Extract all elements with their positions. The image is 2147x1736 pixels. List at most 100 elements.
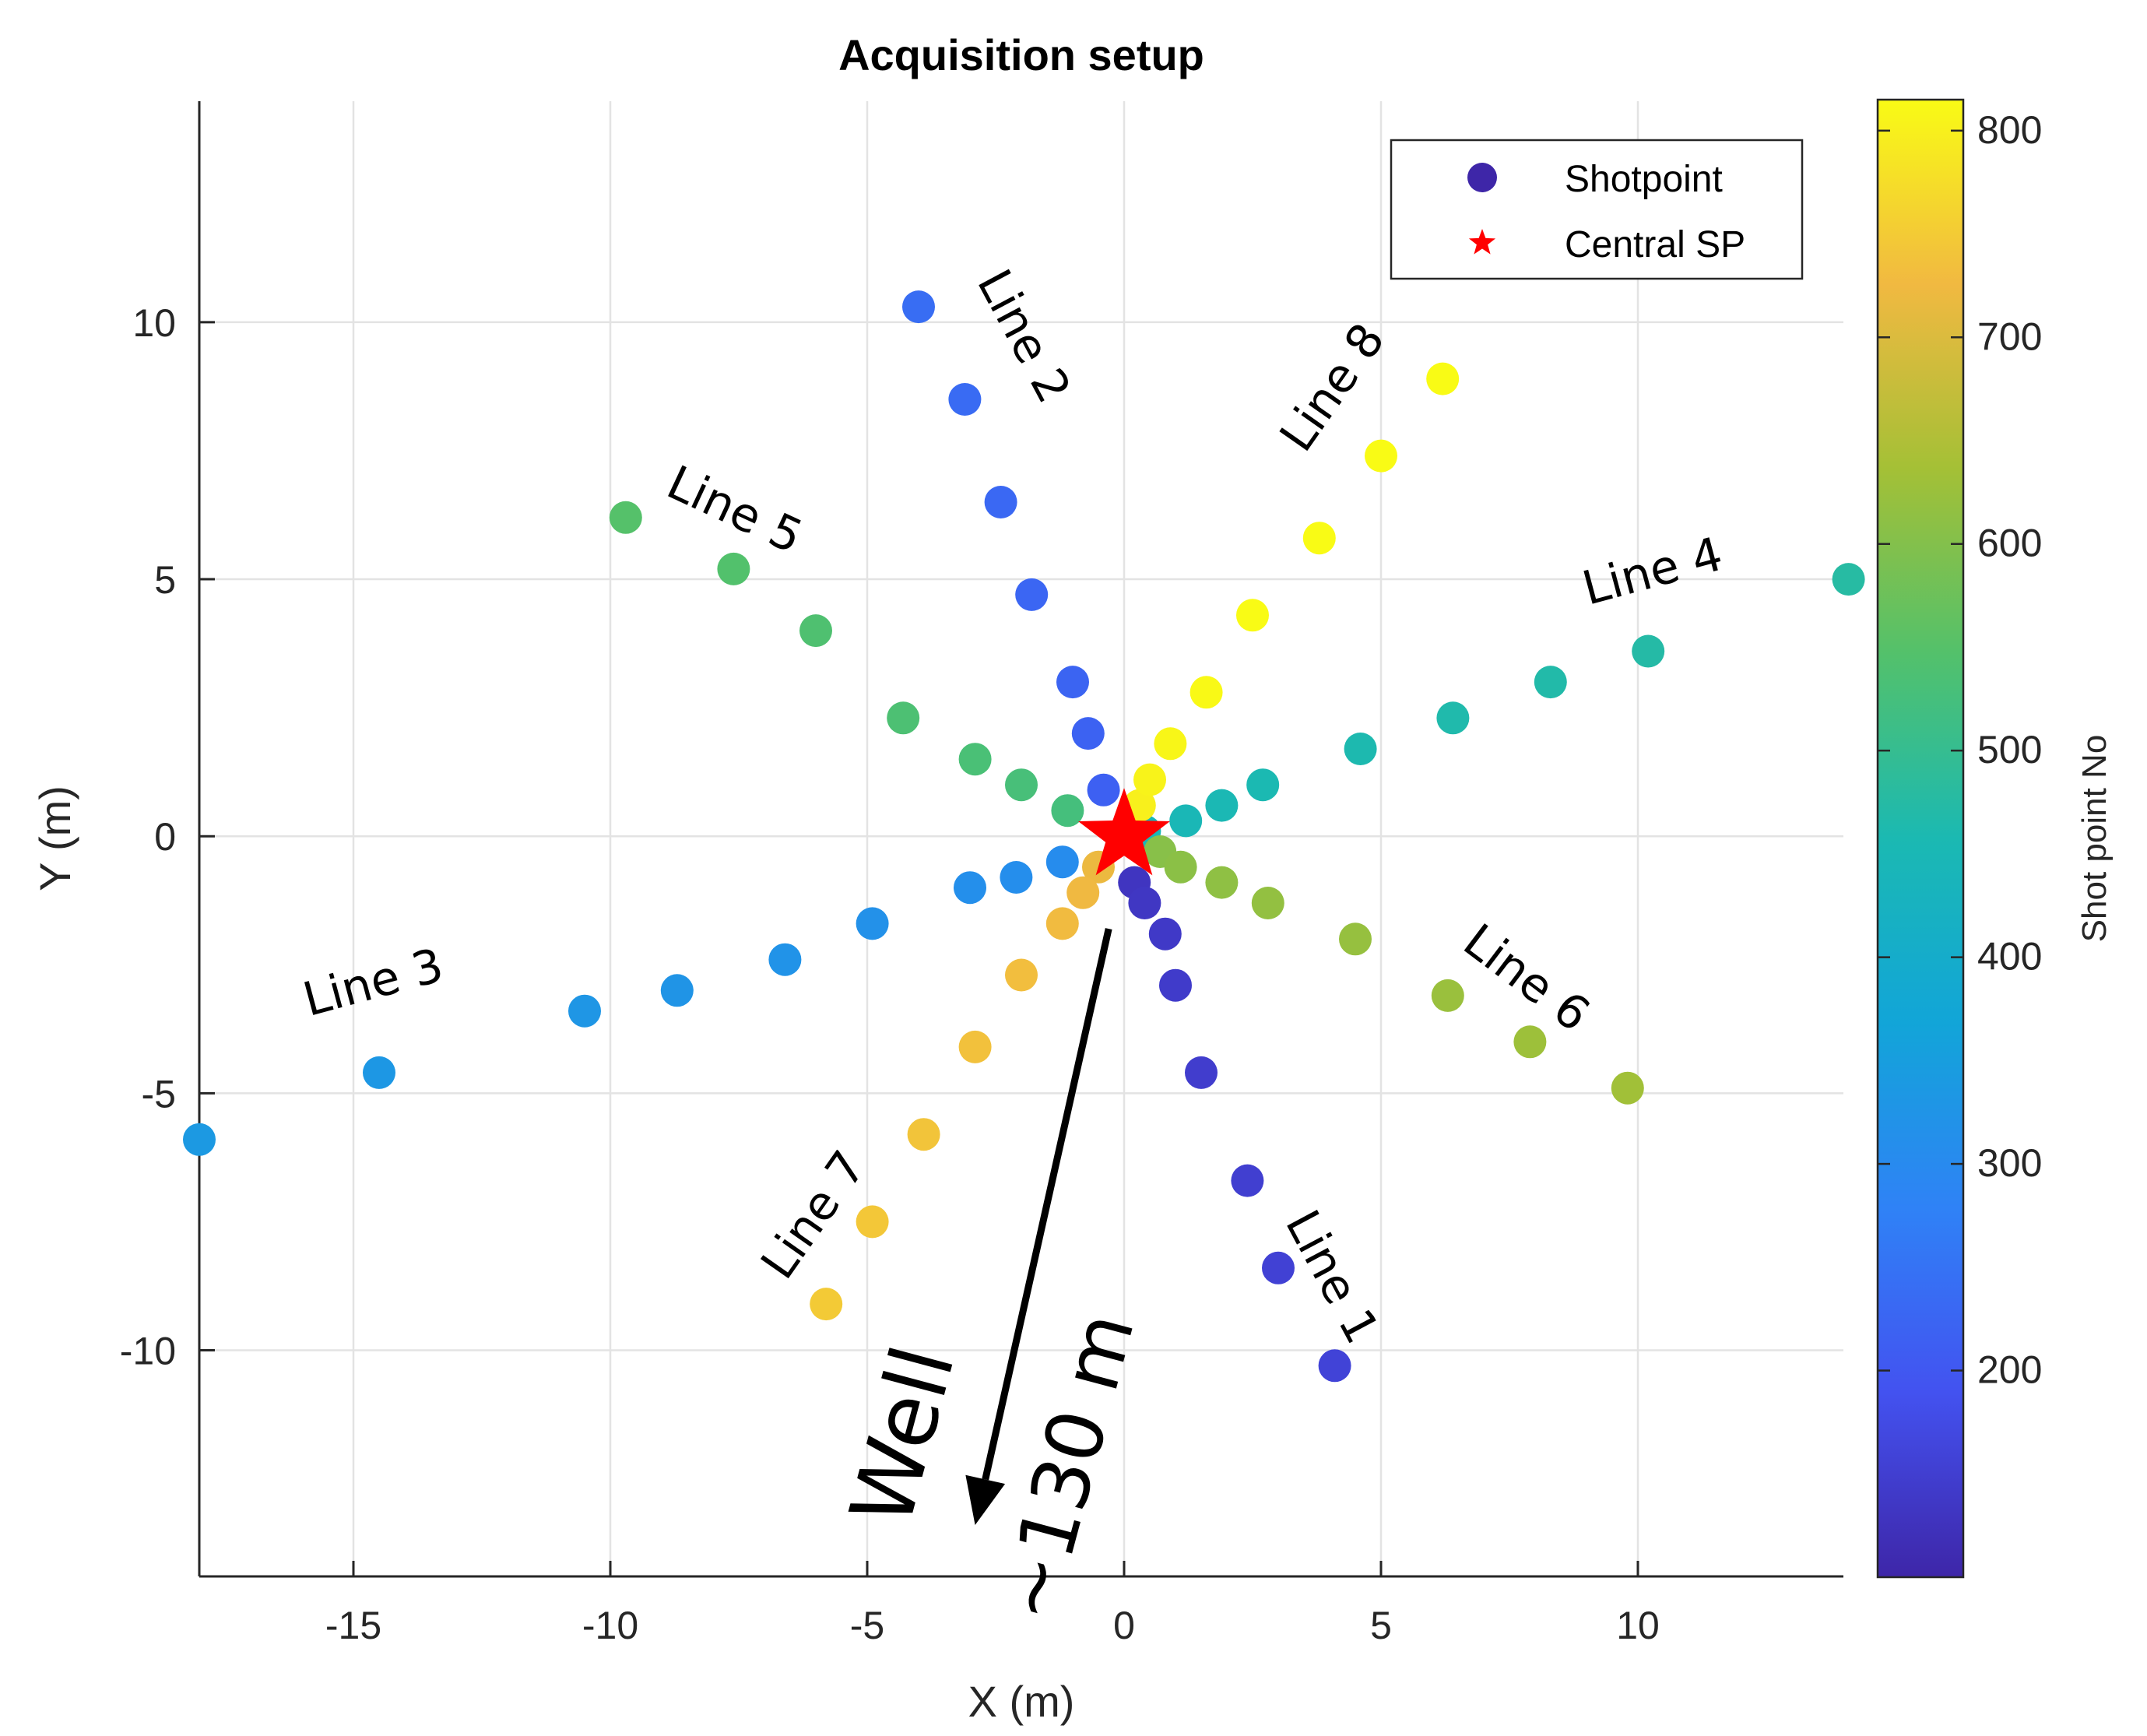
x-axis-ticks: -15 -10 -5 0 5 10 [325, 1561, 1660, 1647]
line-1-shotpoint [1159, 968, 1192, 1002]
line-4-shotpoint [1169, 804, 1203, 838]
colorbar-ticks: 200 300 400 500 600 700 800 [1878, 108, 2042, 1392]
colorbar-gradient [1876, 98, 1965, 1579]
well-arrow-shaft [982, 928, 1112, 1481]
x-tick-label: 0 [1113, 1604, 1135, 1647]
line-3-shotpoint [1000, 861, 1033, 894]
line-5-shotpoint [799, 614, 832, 648]
x-tick-label: 5 [1370, 1604, 1392, 1647]
line-3-shotpoint [1045, 845, 1079, 879]
line-1-shotpoint [1148, 917, 1182, 951]
colorbar-tick-label: 400 [1977, 935, 2042, 979]
line-3-shotpoint [768, 943, 802, 976]
line-3-shotpoint [183, 1123, 216, 1156]
line-1-shotpoint [1262, 1251, 1295, 1284]
colorbar-tick-label: 600 [1977, 522, 2042, 565]
line-8-shotpoint [1133, 763, 1166, 796]
line-7-shotpoint [856, 1205, 889, 1239]
line-3-shotpoint [856, 907, 889, 940]
x-tick-label: -10 [582, 1604, 638, 1647]
line-4-shotpoint [1344, 733, 1377, 765]
line-1-shotpoint [1185, 1056, 1218, 1089]
y-tick-label: -5 [142, 1072, 176, 1116]
y-tick-label: 5 [154, 558, 176, 602]
central-sp-star [1078, 788, 1170, 876]
well-arrow-head [965, 1474, 1006, 1525]
line-3-shotpoint [363, 1056, 395, 1089]
line-7-shotpoint [958, 1030, 992, 1063]
line-5-shotpoint [609, 501, 642, 534]
line-7-shotpoint [1045, 907, 1079, 940]
line-3-shotpoint [568, 994, 601, 1028]
line-8-shotpoint [1365, 439, 1397, 473]
y-tick-label: -10 [120, 1329, 176, 1372]
x-tick-label: -5 [850, 1604, 884, 1647]
line-2-shotpoint [1056, 666, 1089, 699]
y-tick-label: 10 [132, 301, 176, 345]
legend-box [1390, 139, 1804, 280]
line-1-shotpoint [1318, 1349, 1351, 1383]
line-4-shotpoint [1534, 666, 1567, 699]
legend: Shotpoint Central SP [1390, 139, 1804, 280]
line-8-shotpoint [1236, 599, 1269, 632]
line-5-shotpoint [887, 701, 920, 735]
legend-central-sp-marker [1468, 229, 1496, 255]
line-6-shotpoint [1513, 1025, 1547, 1059]
line-7-shotpoint [1005, 958, 1038, 992]
y-axis-title: Y (m) [30, 785, 79, 891]
line-5-shotpoint [1005, 768, 1038, 802]
colorbar: 200 300 400 500 600 700 800 Shot point No [1876, 98, 2114, 1579]
line-8-shotpoint [1426, 362, 1460, 395]
line-5-shotpoint [717, 552, 750, 585]
colorbar-tick-label: 800 [1977, 108, 2042, 152]
line-1-shotpoint [1128, 887, 1161, 919]
legend-shotpoint-label: Shotpoint [1565, 159, 1723, 200]
line-6-shotpoint [1251, 887, 1284, 919]
line-3-shotpoint [954, 871, 986, 905]
line-2-shotpoint [1015, 578, 1049, 611]
line-2-shotpoint [984, 486, 1017, 518]
line-7-shotpoint [1066, 876, 1100, 909]
line-1-shotpoint [1231, 1164, 1264, 1197]
line-2-shotpoint [948, 383, 982, 416]
line-7-shotpoint [907, 1118, 940, 1151]
line-4-shotpoint [1436, 701, 1470, 735]
colorbar-tick-label: 200 [1977, 1348, 2042, 1392]
line-5-shotpoint [1051, 794, 1084, 828]
line-4-shotpoint [1832, 563, 1865, 596]
line-8-shotpoint [1189, 676, 1223, 709]
line-6-shotpoint [1611, 1071, 1644, 1105]
grid [199, 101, 1843, 1576]
x-axis-title: X (m) [968, 1677, 1075, 1726]
line-4-shotpoint [1632, 634, 1665, 668]
y-tick-label: 0 [154, 815, 176, 859]
line-4-shotpoint [1205, 789, 1239, 822]
x-tick-label: 10 [1616, 1604, 1660, 1647]
line-6-shotpoint [1205, 866, 1239, 899]
line-2-shotpoint [902, 290, 935, 324]
colorbar-tick-label: 700 [1977, 315, 2042, 358]
line-2-shotpoint [1071, 717, 1105, 750]
legend-central-sp-label: Central SP [1565, 224, 1745, 265]
line-4-shotpoint [1246, 768, 1280, 802]
x-tick-label: -15 [325, 1604, 381, 1647]
line-8-shotpoint [1154, 727, 1187, 761]
line-3-shotpoint [660, 974, 694, 1007]
line-6-shotpoint [1164, 850, 1197, 884]
legend-shotpoint-marker [1467, 163, 1497, 192]
chart-title: Acquisition setup [838, 30, 1204, 79]
y-axis-ticks: -10 -5 0 5 10 [120, 301, 215, 1372]
colorbar-tick-label: 500 [1977, 728, 2042, 771]
colorbar-label: Shot point No [2075, 735, 2114, 943]
central-sp-marker [1078, 788, 1170, 876]
colorbar-tick-label: 300 [1977, 1141, 2042, 1185]
line-7-shotpoint [810, 1288, 843, 1321]
well-arrow [965, 928, 1112, 1525]
line-8-shotpoint [1302, 522, 1336, 555]
line-2-shotpoint [1087, 773, 1120, 807]
line-6-shotpoint [1431, 979, 1464, 1012]
line-6-shotpoint [1339, 922, 1372, 956]
line-5-shotpoint [958, 743, 992, 776]
